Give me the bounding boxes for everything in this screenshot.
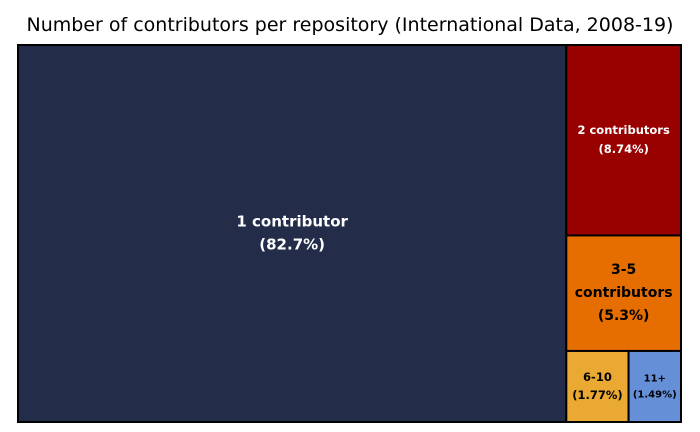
- cell-1-contributor-label: (82.7%): [259, 236, 325, 254]
- cell-1-contributor-label: 1 contributor: [236, 213, 348, 231]
- cell-6-10-rect: [565, 349, 630, 423]
- cell-1-contributor-rect: [17, 44, 568, 423]
- cell-3-5-contributors-rect: [565, 234, 683, 352]
- cell-6-10-label: (1.77%): [572, 388, 622, 402]
- cell-3-5-contributors-label: 3-5: [611, 262, 636, 278]
- cell-2-contributors-label: (8.74%): [598, 142, 648, 156]
- cell-11-plus-label: 11+: [644, 373, 666, 384]
- cell-2-contributors-label: 2 contributors: [577, 123, 670, 137]
- cell-11-plus-rect: [627, 349, 683, 423]
- cell-2-contributors-rect: [565, 44, 683, 237]
- cell-11-plus-label: (1.49%): [633, 389, 677, 400]
- cell-3-5-contributors-label: contributors: [575, 285, 673, 301]
- chart-title: Number of contributors per repository (I…: [26, 14, 674, 36]
- cell-3-5-contributors-label: (5.3%): [598, 308, 650, 324]
- cell-6-10-label: 6-10: [583, 370, 612, 384]
